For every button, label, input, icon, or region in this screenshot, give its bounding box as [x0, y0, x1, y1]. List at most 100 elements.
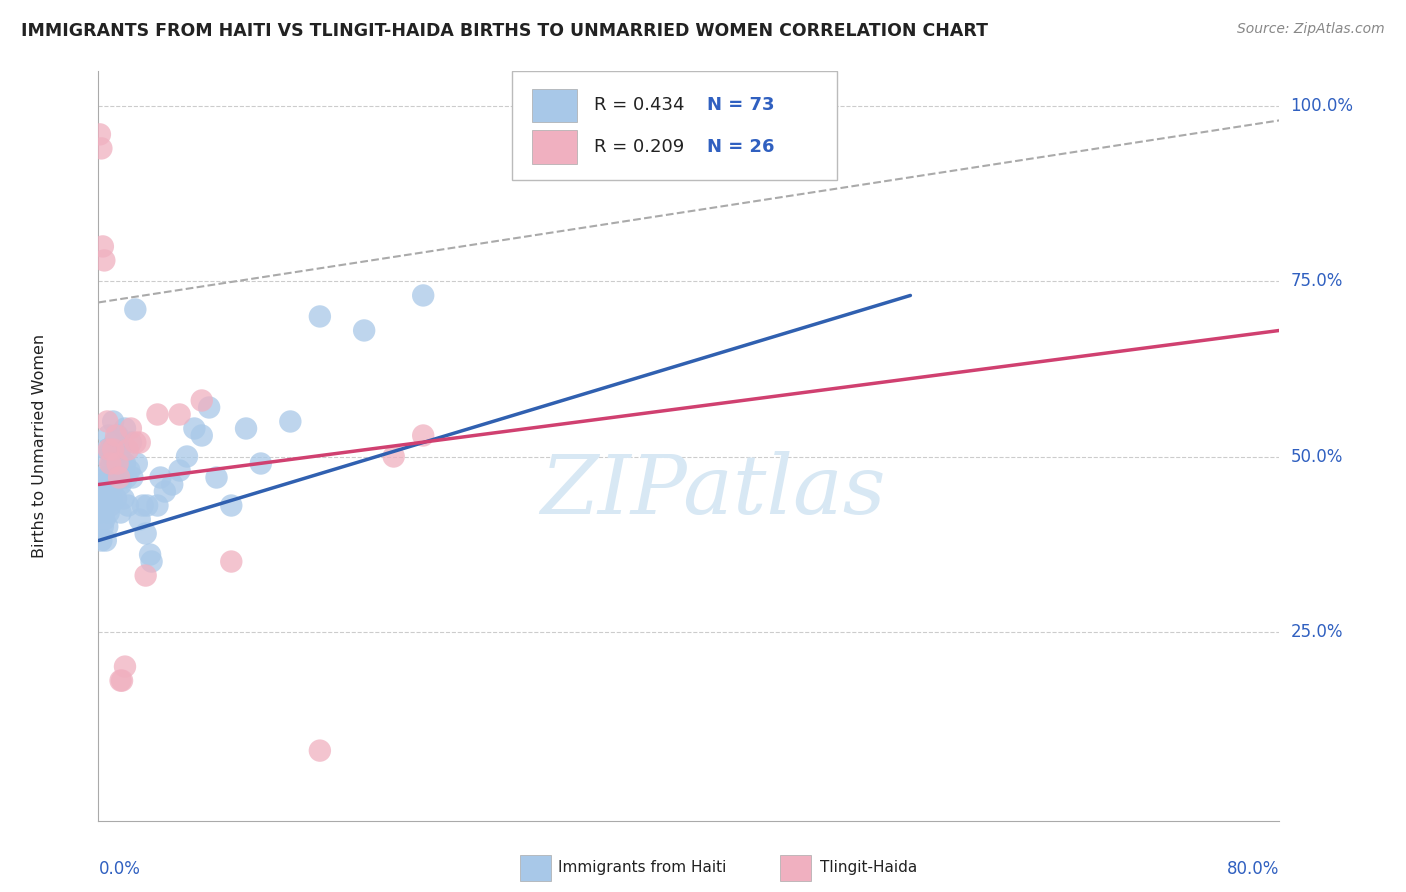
Point — [135, 526, 157, 541]
Point — [107, 428, 129, 442]
Point — [141, 555, 163, 569]
Text: R = 0.209: R = 0.209 — [595, 137, 685, 156]
Text: 75.0%: 75.0% — [1291, 272, 1343, 291]
Point — [93, 253, 115, 268]
Point — [94, 450, 117, 464]
Point — [103, 477, 125, 491]
Text: N = 73: N = 73 — [707, 96, 775, 114]
Point — [110, 442, 132, 457]
Point — [97, 428, 120, 442]
Point — [89, 506, 111, 520]
Point — [96, 491, 118, 506]
Point — [94, 477, 117, 491]
Point — [114, 659, 136, 673]
FancyBboxPatch shape — [531, 130, 576, 163]
Text: R = 0.434: R = 0.434 — [595, 96, 685, 114]
Text: Source: ZipAtlas.com: Source: ZipAtlas.com — [1237, 22, 1385, 37]
Point — [169, 463, 191, 477]
Point — [111, 470, 134, 484]
Point — [103, 450, 125, 464]
Point — [91, 499, 114, 513]
Point — [100, 491, 122, 506]
FancyBboxPatch shape — [512, 71, 837, 180]
Point — [205, 470, 228, 484]
Point — [89, 484, 111, 499]
Point — [110, 673, 132, 688]
Point — [183, 421, 205, 435]
Point — [94, 533, 117, 548]
Point — [191, 428, 214, 442]
Text: IMMIGRANTS FROM HAITI VS TLINGIT-HAIDA BIRTHS TO UNMARRIED WOMEN CORRELATION CHA: IMMIGRANTS FROM HAITI VS TLINGIT-HAIDA B… — [21, 22, 988, 40]
Point — [117, 442, 139, 457]
Point — [139, 548, 162, 562]
Point — [114, 421, 136, 435]
Point — [198, 401, 221, 415]
Point — [121, 470, 143, 484]
Point — [96, 519, 118, 533]
Point — [100, 457, 122, 471]
Point — [90, 491, 112, 506]
Point — [96, 415, 118, 429]
Point — [108, 450, 131, 464]
Point — [110, 477, 132, 491]
Point — [146, 499, 169, 513]
Point — [149, 470, 172, 484]
Point — [136, 499, 159, 513]
Point — [89, 128, 111, 142]
Point — [93, 477, 115, 491]
Text: 100.0%: 100.0% — [1291, 97, 1354, 115]
Point — [221, 499, 243, 513]
Point — [105, 457, 128, 471]
Point — [235, 421, 257, 435]
Point — [91, 239, 114, 253]
Point — [117, 499, 139, 513]
Point — [382, 450, 405, 464]
Text: N = 26: N = 26 — [707, 137, 775, 156]
Point — [110, 506, 132, 520]
Point — [103, 415, 125, 429]
Point — [105, 428, 128, 442]
Point — [97, 463, 120, 477]
Point — [91, 519, 114, 533]
Point — [176, 450, 198, 464]
Point — [107, 470, 129, 484]
Point — [250, 457, 273, 471]
Point — [146, 408, 169, 422]
Point — [125, 457, 148, 471]
Point — [162, 477, 183, 491]
Text: 80.0%: 80.0% — [1227, 860, 1279, 878]
Point — [98, 470, 121, 484]
Point — [96, 442, 118, 457]
Point — [98, 457, 121, 471]
Point — [114, 457, 136, 471]
Point — [120, 421, 142, 435]
Point — [90, 141, 112, 155]
Point — [91, 470, 114, 484]
Point — [98, 442, 121, 457]
Point — [128, 435, 150, 450]
Point — [107, 457, 129, 471]
Point — [104, 470, 127, 484]
Text: 25.0%: 25.0% — [1291, 623, 1343, 640]
Point — [98, 499, 121, 513]
Point — [103, 442, 125, 457]
Text: 0.0%: 0.0% — [98, 860, 141, 878]
Point — [115, 470, 138, 484]
Point — [124, 302, 146, 317]
FancyBboxPatch shape — [531, 88, 576, 122]
Point — [309, 310, 332, 324]
Point — [412, 428, 434, 442]
Point — [94, 499, 117, 513]
Text: 50.0%: 50.0% — [1291, 448, 1343, 466]
Point — [191, 393, 214, 408]
Point — [104, 435, 127, 450]
Point — [353, 323, 375, 337]
Point — [96, 470, 118, 484]
Point — [108, 470, 131, 484]
Point — [120, 435, 142, 450]
Point — [221, 555, 243, 569]
Point — [90, 533, 112, 548]
Point — [97, 506, 120, 520]
Text: ZIPatlas: ZIPatlas — [540, 451, 886, 531]
Point — [93, 512, 115, 526]
